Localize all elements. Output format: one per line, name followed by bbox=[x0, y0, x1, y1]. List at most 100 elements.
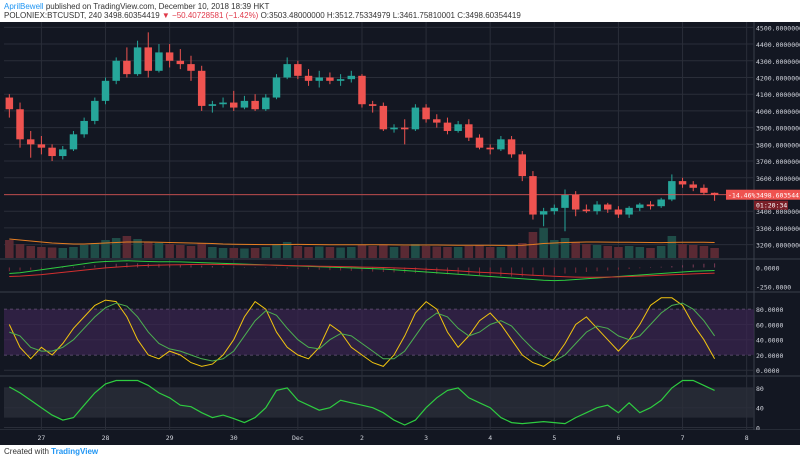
indicator-lines bbox=[4, 194, 754, 426]
volume-bar bbox=[240, 248, 249, 258]
macd-histogram-bar bbox=[169, 264, 171, 268]
volume-bar bbox=[282, 242, 292, 258]
symbol-label[interactable]: POLONIEX:BTCUSDT, 240 bbox=[4, 11, 102, 20]
macd-histogram-bar bbox=[660, 266, 662, 268]
volume-bar bbox=[250, 248, 260, 258]
macd-histogram-bar bbox=[532, 267, 534, 276]
price-tick-label: 3900.00000000 bbox=[756, 125, 800, 133]
volume-bar bbox=[197, 243, 206, 258]
price-tick-label: 3300.00000000 bbox=[756, 225, 800, 233]
candle-body bbox=[80, 120, 88, 135]
candle-body bbox=[69, 134, 78, 150]
candle-body bbox=[59, 149, 67, 157]
volume-bar bbox=[400, 246, 409, 258]
macd-histogram-bar bbox=[671, 266, 673, 268]
macd-histogram-bar bbox=[265, 267, 267, 268]
volume-bar bbox=[314, 246, 324, 258]
footer: Created with TradingView bbox=[4, 447, 98, 456]
symbol-line: POLONIEX:BTCUSDT, 240 3498.60354419 ▼ −5… bbox=[4, 11, 521, 20]
candle-body bbox=[710, 192, 719, 195]
volume-bar bbox=[517, 243, 527, 258]
time-tick-label: 5 bbox=[552, 434, 556, 442]
volume-bar bbox=[571, 242, 580, 258]
stoch-k-line bbox=[8, 297, 716, 367]
volume-bar bbox=[603, 246, 613, 258]
candle-body bbox=[550, 207, 559, 212]
macd-histogram-bar bbox=[8, 267, 10, 272]
volume-bar bbox=[485, 247, 495, 258]
volume-bar bbox=[79, 245, 89, 258]
candle-body bbox=[304, 75, 313, 81]
time-tick-label: Dec bbox=[292, 434, 304, 442]
candle-body bbox=[411, 107, 420, 130]
countdown-tag bbox=[754, 200, 788, 210]
candle-body bbox=[176, 60, 185, 65]
candles bbox=[5, 32, 719, 277]
macd-histogram-bar bbox=[425, 267, 427, 274]
candle-body bbox=[197, 70, 206, 106]
macd-histogram-bar bbox=[83, 266, 85, 268]
macd-histogram-bar bbox=[329, 267, 331, 271]
price-tick-label: 4300.00000000 bbox=[756, 58, 800, 66]
macd-histogram-bar bbox=[105, 264, 107, 268]
publish-line: AprilBewell published on TradingView.com… bbox=[4, 2, 269, 11]
candle-body bbox=[571, 194, 580, 210]
macd-histogram-bar bbox=[414, 267, 416, 274]
macd-histogram-bar bbox=[179, 264, 181, 268]
macd-histogram-bar bbox=[596, 267, 598, 272]
volume-bar bbox=[133, 239, 142, 258]
candle-body bbox=[539, 211, 548, 215]
macd-histogram-bar bbox=[40, 267, 42, 269]
candle-body bbox=[614, 209, 623, 215]
time-tick-label: 4 bbox=[488, 434, 492, 442]
tradingview-logo[interactable]: TradingView bbox=[51, 447, 99, 456]
time-tick-label: 28 bbox=[102, 434, 110, 442]
author-link[interactable]: AprilBewell bbox=[4, 2, 44, 11]
candle-body bbox=[689, 184, 697, 188]
macd-histogram-bar bbox=[585, 267, 587, 272]
volume-bar bbox=[357, 245, 367, 258]
candle-body bbox=[422, 107, 430, 120]
candle-body bbox=[133, 47, 142, 75]
candle-body bbox=[112, 60, 120, 81]
macd-histogram-bar bbox=[275, 267, 277, 269]
candle-body bbox=[262, 97, 270, 110]
macd-histogram-bar bbox=[511, 267, 513, 277]
macd-signal-line bbox=[9, 263, 715, 278]
candle-body bbox=[636, 204, 644, 208]
macd-histogram-bar bbox=[639, 267, 641, 269]
volume-bar bbox=[624, 246, 634, 258]
candle-body bbox=[454, 124, 462, 131]
macd-histogram-bar bbox=[436, 267, 438, 274]
macd-histogram-bar bbox=[682, 265, 684, 268]
volume-bar bbox=[101, 240, 110, 258]
macd-histogram-bar bbox=[350, 267, 352, 271]
candle-body bbox=[475, 137, 484, 148]
volume-bar bbox=[379, 245, 388, 258]
macd-histogram-bar bbox=[126, 263, 128, 268]
volume-bar bbox=[560, 238, 570, 258]
candle-body bbox=[165, 52, 174, 61]
volume-bar bbox=[528, 232, 538, 258]
macd-histogram-bar bbox=[617, 267, 619, 270]
volume-bar bbox=[154, 243, 164, 258]
macd-histogram-bar bbox=[30, 267, 32, 270]
price-tick-label: 3800.00000000 bbox=[756, 141, 800, 149]
candle-body bbox=[101, 80, 110, 101]
macd-histogram-bar bbox=[340, 267, 342, 271]
last-price-label: 3498.60354419 bbox=[756, 192, 800, 200]
candle-body bbox=[240, 100, 249, 108]
price-axis: 3200.00000000 3300.00000000 3400.00000000 3… bbox=[726, 24, 800, 433]
stoch-tick-label: 20.0000 bbox=[756, 352, 783, 360]
volume-bar bbox=[90, 243, 100, 258]
volume-bar bbox=[47, 247, 57, 258]
macd-histogram-bar bbox=[553, 267, 555, 275]
macd-histogram-bar bbox=[543, 267, 545, 275]
macd-histogram-bar bbox=[361, 267, 363, 272]
chart-canvas[interactable]: 3200.00000000 3300.00000000 3400.00000000 3… bbox=[0, 22, 800, 445]
time-axis-background bbox=[0, 430, 800, 445]
candle-body bbox=[497, 139, 505, 150]
candle-body bbox=[251, 100, 259, 110]
price-tick-label: 3400.00000000 bbox=[756, 208, 800, 216]
candle-body bbox=[272, 77, 281, 98]
